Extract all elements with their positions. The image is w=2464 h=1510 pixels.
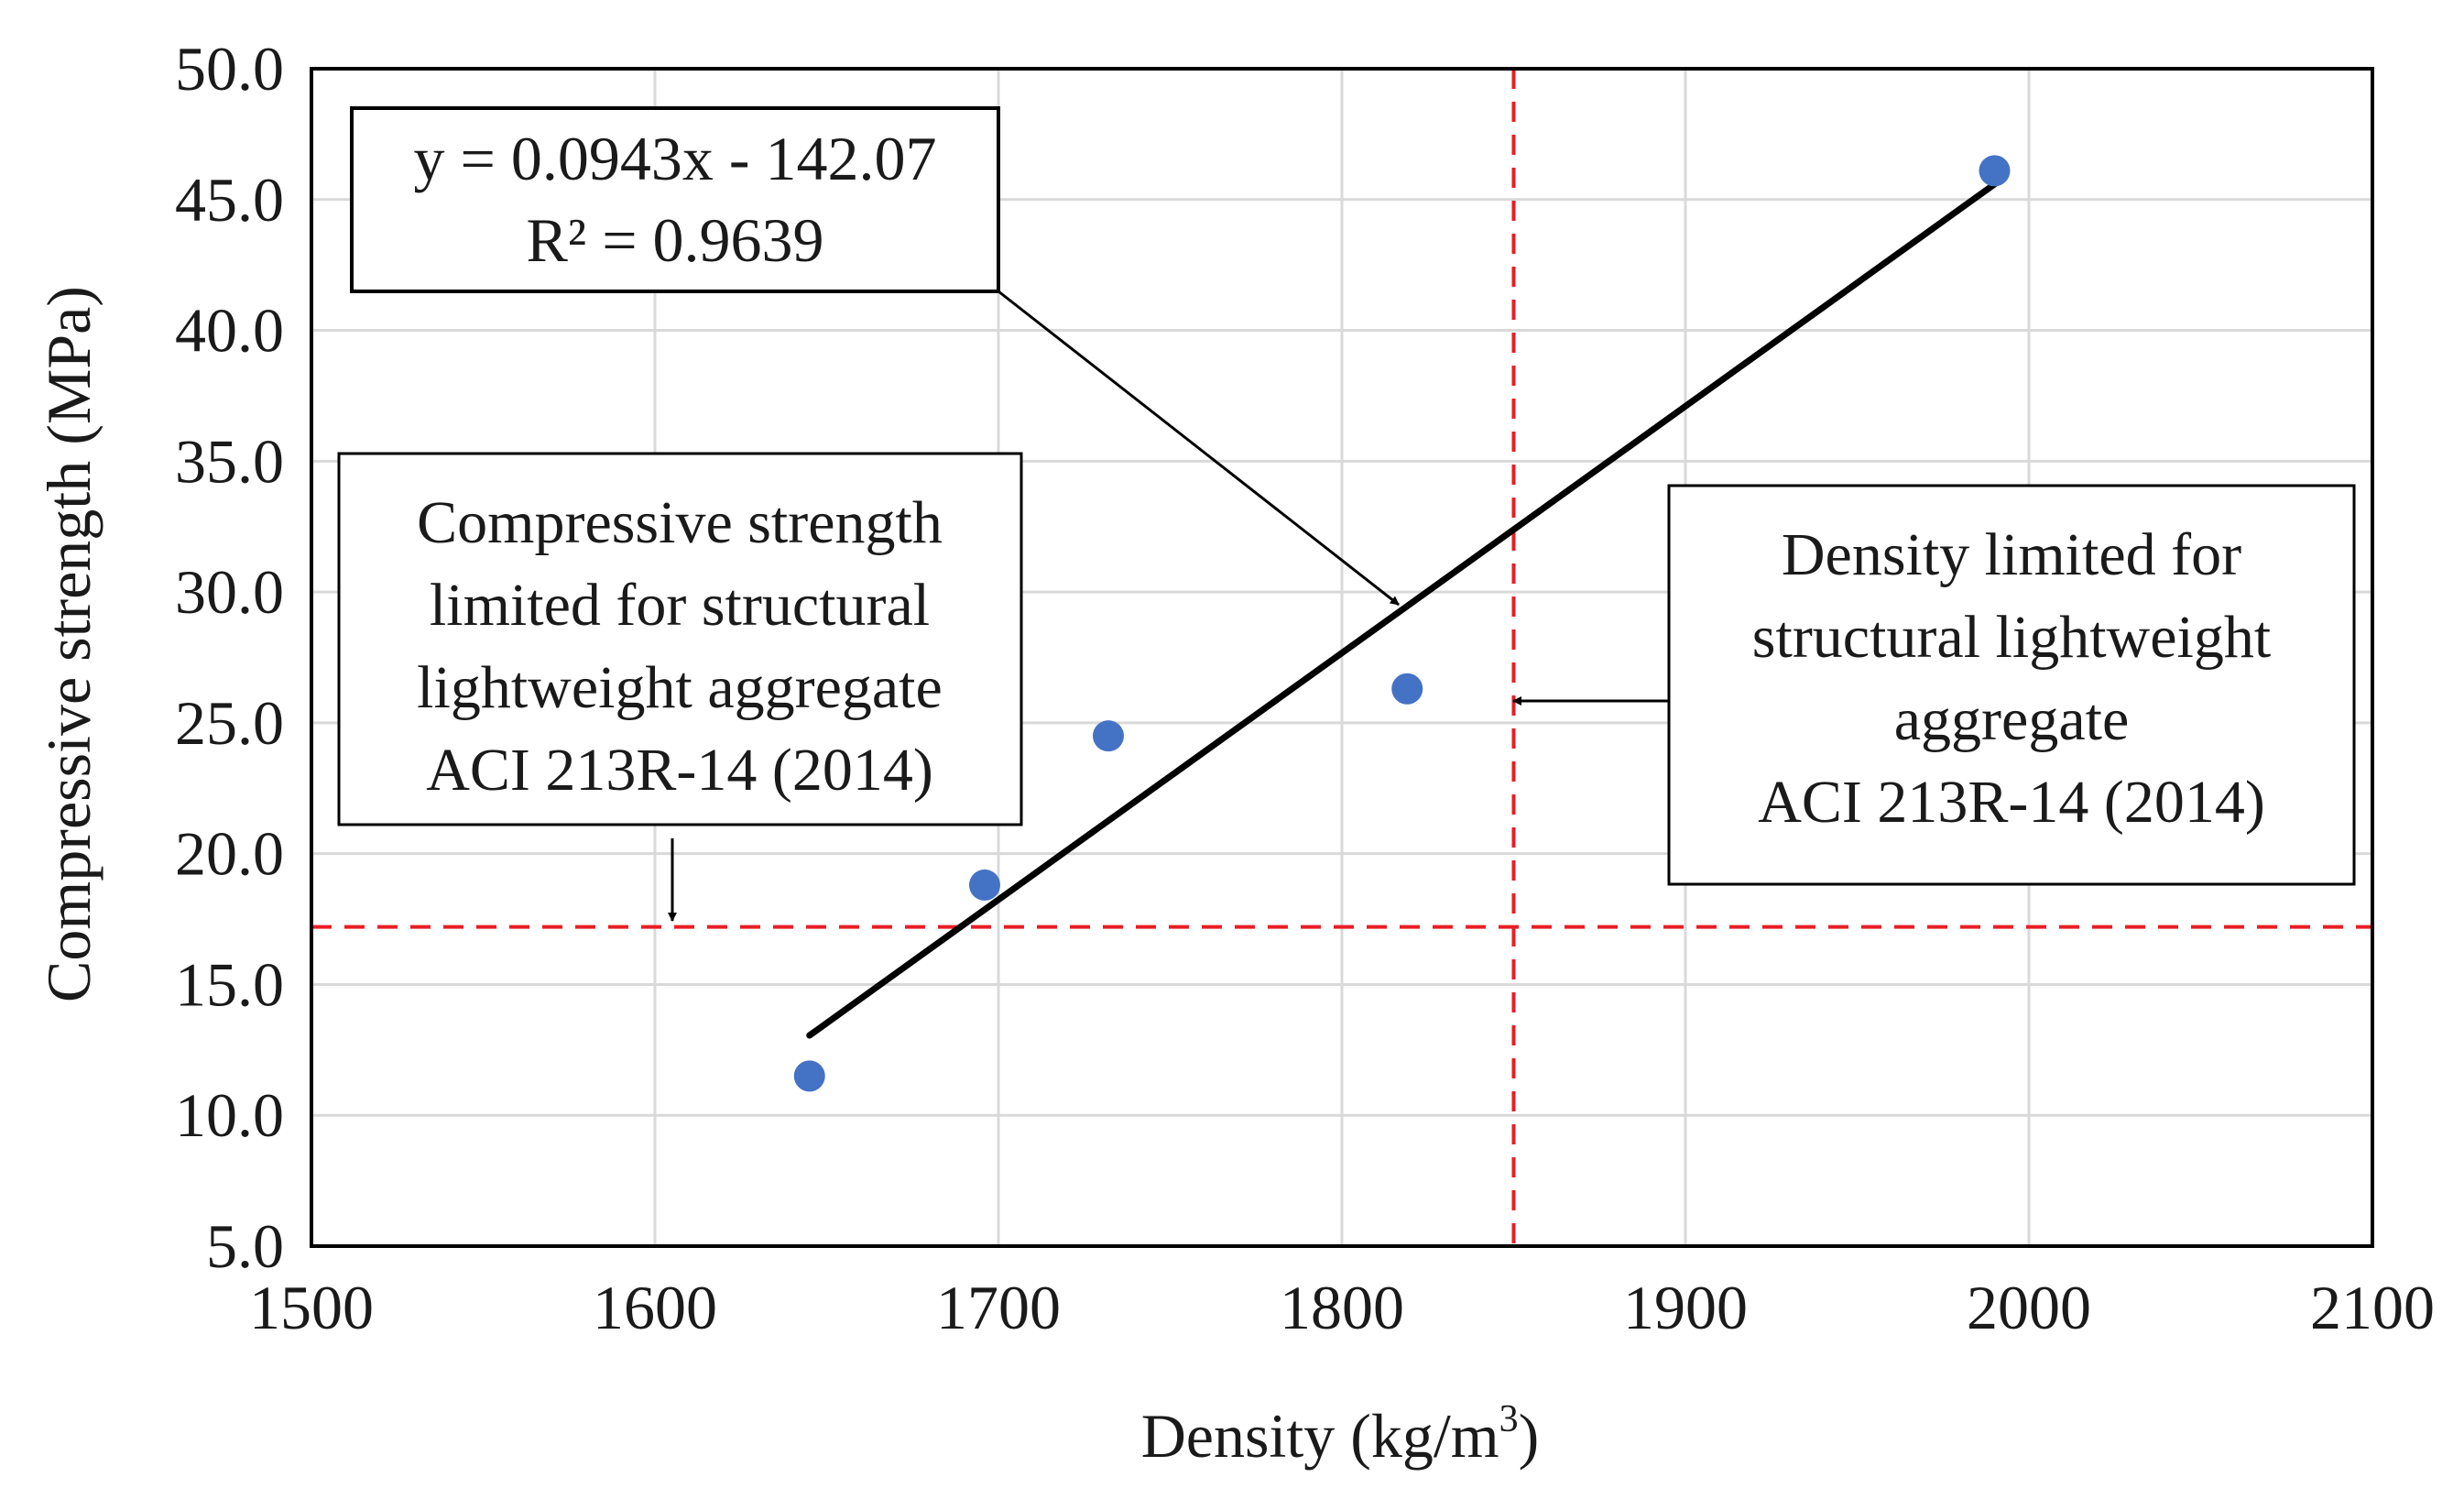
data-point (793, 1060, 825, 1092)
y-tick-label: 50.0 (175, 34, 284, 104)
density-limit-box (1667, 484, 2356, 886)
annotations: y = 0.0943x - 142.07 R² = 0.9639 Compressi… (337, 106, 2356, 922)
x-tick-label: 1600 (593, 1273, 717, 1342)
data-point (1093, 720, 1124, 752)
strength-limit-box (337, 452, 1023, 826)
density-limit-text: ACI 213R-14 (2014) (1758, 769, 2265, 836)
x-tick-label: 1900 (1623, 1273, 1748, 1342)
x-tick-label: 1500 (249, 1273, 374, 1342)
y-tick-label: 30.0 (175, 557, 284, 627)
strength-limit-text: ACI 213R-14 (2014) (426, 737, 933, 804)
y-tick-label: 10.0 (175, 1080, 284, 1150)
equation-box (350, 106, 1000, 293)
density-limit-text: structural lightweight (1752, 604, 2271, 671)
y-tick-label: 40.0 (175, 296, 284, 366)
plot-border (310, 67, 2374, 1248)
y-tick-label: 20.0 (175, 819, 284, 889)
data-point (1391, 673, 1423, 705)
trendline-equation: y = 0.0943x - 142.07 (414, 124, 937, 193)
data-point (1979, 155, 2011, 187)
x-tick-label: 1800 (1280, 1273, 1404, 1342)
y-tick-label: 5.0 (206, 1211, 284, 1281)
tick-labels: 1500 1600 1700 1800 1900 2000 2100 5.0 10.0 15.0 2… (175, 34, 2435, 1342)
x-axis-label: Density (kg/m3) (1141, 1398, 1540, 1471)
trendline (806, 181, 1998, 1039)
plot-frame (310, 67, 2374, 1248)
density-limit-text: Density limited for (1782, 521, 2241, 588)
strength-limit-text: lightweight aggregate (417, 654, 943, 721)
strength-limit-text: limited for structural (430, 572, 930, 639)
x-tick-label: 2000 (1967, 1273, 2091, 1342)
strength-limit-text: Compressive strength (417, 489, 943, 556)
x-tick-label: 2100 (2310, 1273, 2435, 1342)
y-tick-label: 45.0 (175, 165, 284, 235)
y-tick-label: 35.0 (175, 426, 284, 496)
trendline-r2: R² = 0.9639 (526, 205, 823, 275)
density-limit-text: aggregate (1894, 686, 2130, 753)
y-tick-label: 15.0 (175, 949, 284, 1019)
y-tick-label: 25.0 (175, 688, 284, 758)
limit-lines (311, 69, 2372, 1246)
y-axis-label: Compressive strength (MPa) (34, 286, 104, 1002)
data-point (969, 869, 1000, 901)
data-points (793, 155, 2011, 1092)
trendline-layer (806, 181, 1998, 1039)
x-tick-label: 1700 (936, 1273, 1061, 1342)
equation-arrow (998, 290, 1400, 607)
